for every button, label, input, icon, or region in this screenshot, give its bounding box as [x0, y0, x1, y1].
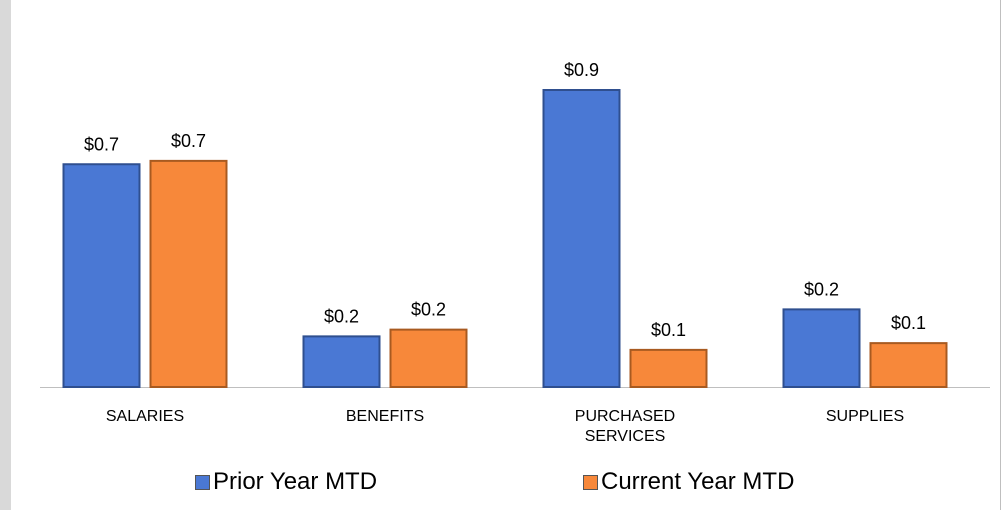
data-label: $0.2 [804, 279, 839, 299]
x-tick-label: BENEFITS [345, 408, 425, 425]
legend-item: Prior Year MTD [195, 468, 377, 496]
right-border [1000, 0, 1001, 510]
data-label: $0.7 [171, 131, 206, 151]
legend-item: Current Year MTD [583, 468, 794, 496]
data-label: $0.2 [411, 300, 446, 320]
bar [782, 308, 861, 388]
x-tick-label: PURCHASED SERVICES [574, 408, 676, 445]
data-label: $0.1 [651, 320, 686, 340]
bar [62, 163, 141, 388]
legend-label: Current Year MTD [601, 468, 795, 495]
left-border [0, 0, 11, 510]
bar [389, 328, 468, 388]
data-label: $0.7 [84, 134, 119, 154]
data-label: $0.2 [324, 306, 359, 326]
bar [629, 348, 708, 388]
x-tick-label: SUPPLIES [825, 408, 905, 425]
legend-swatch [195, 474, 210, 490]
bar [869, 342, 948, 388]
bar [542, 89, 621, 388]
legend-swatch [583, 474, 598, 490]
legend: Prior Year MTD Current Year MTD [0, 468, 1003, 502]
legend-label: Prior Year MTD [213, 468, 378, 495]
data-label: $0.1 [891, 313, 926, 333]
x-tick-label: SALARIES [105, 408, 185, 425]
bar [149, 159, 228, 388]
data-label: $0.9 [564, 60, 599, 80]
bar [302, 335, 381, 388]
